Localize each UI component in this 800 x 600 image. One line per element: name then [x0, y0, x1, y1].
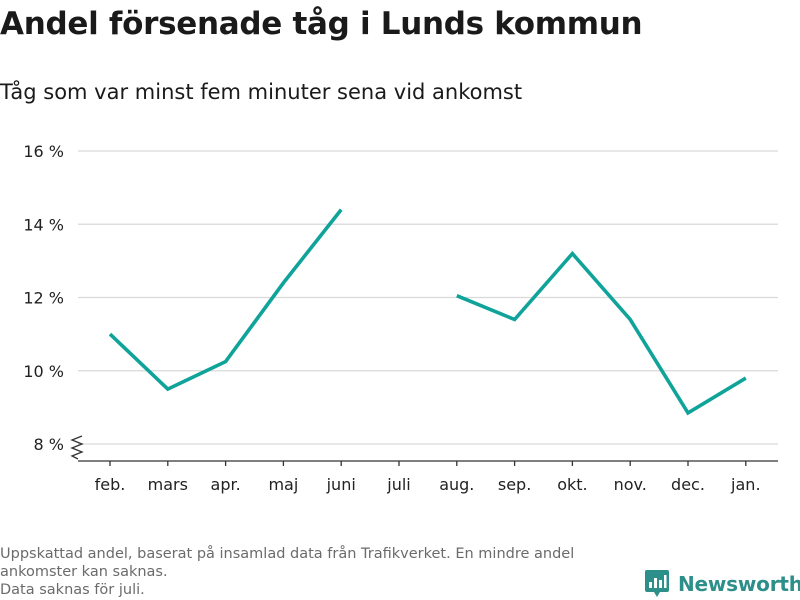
data-point	[339, 208, 343, 212]
x-tick-label: sep.	[498, 475, 531, 494]
x-tick-label: apr.	[211, 475, 241, 494]
y-tick-label: 12 %	[23, 289, 64, 308]
y-tick-label: 8 %	[34, 435, 64, 454]
x-tick-label: feb.	[95, 475, 126, 494]
line-chart: 8 % 10 % 12 % 14 % 16 % feb. mars apr. maj juni j…	[23, 142, 778, 494]
data-point	[455, 294, 459, 298]
series-line-segment	[456, 250, 747, 416]
data-point	[686, 411, 690, 415]
y-axis-tick-labels: 8 % 10 % 12 % 14 % 16 %	[23, 142, 64, 454]
x-tick-label: juni	[326, 475, 356, 494]
y-tick-label: 16 %	[23, 142, 64, 161]
newsworthy-logo-icon	[645, 570, 669, 597]
x-tick-label: juli	[386, 475, 410, 494]
y-tick-label: 14 %	[23, 215, 64, 234]
x-axis-tick-labels: feb. mars apr. maj juni juli aug. sep. okt. nov. d…	[95, 475, 761, 494]
x-tick-label: okt.	[557, 475, 587, 494]
y-tick-label: 10 %	[23, 362, 64, 381]
data-point	[744, 376, 748, 380]
footnote: Uppskattad andel, baserat på insamlad da…	[0, 545, 630, 599]
y-axis-break-mark	[70, 435, 84, 460]
series-line-segment	[108, 208, 343, 392]
brand-name: Newsworthy	[678, 572, 800, 596]
chart-subtitle: Tåg som var minst fem minuter sena vid a…	[0, 80, 523, 104]
data-point	[281, 281, 285, 285]
x-tick-label: dec.	[671, 475, 705, 494]
x-tick-label: maj	[268, 475, 298, 494]
brand-logo: Newsworthy	[644, 569, 800, 599]
x-tick-label: nov.	[614, 475, 647, 494]
data-point	[513, 317, 517, 321]
data-point	[166, 387, 170, 391]
gridlines	[78, 150, 778, 445]
footnote-line: Uppskattad andel, baserat på insamlad da…	[0, 546, 575, 562]
footnote-line: ankomster kan saknas.	[0, 564, 168, 580]
data-series	[108, 208, 748, 416]
x-tick-label: jan.	[730, 475, 760, 494]
x-axis	[70, 435, 778, 466]
data-point	[628, 317, 632, 321]
footnote-line: Data saknas för juli.	[0, 582, 145, 598]
x-tick-label: aug.	[439, 475, 474, 494]
chart-title: Andel försenade tåg i Lunds kommun	[0, 6, 643, 42]
data-point	[108, 332, 112, 336]
x-tick-label: mars	[148, 475, 188, 494]
data-point	[570, 252, 574, 256]
data-point	[224, 360, 228, 364]
